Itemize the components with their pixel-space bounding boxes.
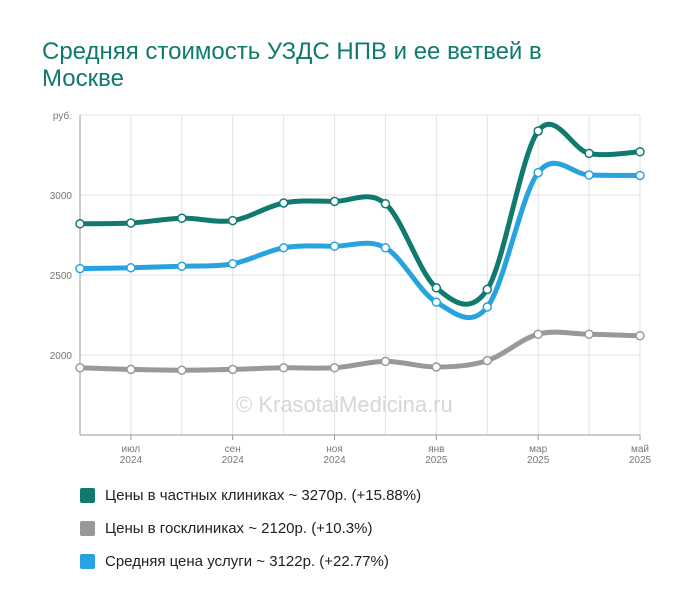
data-point[interactable] bbox=[380, 356, 391, 367]
data-point[interactable] bbox=[584, 148, 594, 159]
legend-label-average: Средняя цена услуги ~ 3122р. (+22.77%) bbox=[105, 552, 389, 570]
data-point[interactable] bbox=[635, 147, 645, 157]
data-point[interactable] bbox=[533, 126, 543, 136]
data-point[interactable] bbox=[533, 167, 543, 178]
legend-swatch-public bbox=[80, 520, 95, 536]
grid bbox=[79, 114, 641, 435]
legend-item-average[interactable]: Средняя цена услуги ~ 3122р. (+22.77%) bbox=[80, 551, 421, 571]
data-point[interactable] bbox=[75, 363, 85, 373]
data-point[interactable] bbox=[380, 243, 391, 253]
data-point[interactable] bbox=[380, 199, 391, 209]
y-tick-label: 2500 bbox=[50, 271, 73, 282]
watermark: © KrasotaiMedicina.ru bbox=[236, 392, 453, 417]
data-point[interactable] bbox=[227, 364, 238, 375]
data-point[interactable] bbox=[75, 263, 85, 274]
series-line-0 bbox=[77, 121, 643, 307]
legend-swatch-average bbox=[80, 553, 95, 569]
data-point[interactable] bbox=[227, 259, 238, 269]
data-point[interactable] bbox=[278, 198, 289, 208]
data-point[interactable] bbox=[329, 363, 340, 373]
legend-label-public: Цены в госклиниках ~ 2120р. (+10.3%) bbox=[105, 519, 373, 537]
y-tick-label: 3000 bbox=[50, 191, 73, 202]
x-tick-label-month: ноя bbox=[326, 444, 343, 455]
x-tick-label-month: янв bbox=[428, 444, 444, 455]
data-point[interactable] bbox=[177, 213, 187, 223]
x-tick-label-year: 2025 bbox=[629, 455, 652, 466]
data-point[interactable] bbox=[431, 283, 442, 293]
chart-title: Средняя стоимость УЗДС НПВ и ее ветвей в… bbox=[42, 38, 542, 92]
x-tick-label-year: 2025 bbox=[425, 455, 448, 466]
data-point[interactable] bbox=[482, 302, 493, 312]
x-tick-label-year: 2024 bbox=[120, 455, 143, 466]
data-point[interactable] bbox=[329, 241, 340, 251]
x-tick-label-month: сен bbox=[225, 444, 241, 455]
data-point[interactable] bbox=[177, 261, 187, 271]
data-points bbox=[75, 126, 645, 375]
data-point[interactable] bbox=[584, 170, 594, 180]
series-line-2 bbox=[77, 160, 643, 321]
legend: Цены в частных клиниках ~ 3270р. (+15.88… bbox=[80, 485, 421, 584]
legend-item-public[interactable]: Цены в госклиниках ~ 2120р. (+10.3%) bbox=[80, 518, 421, 538]
x-tick-label-month: май bbox=[631, 444, 649, 455]
data-point[interactable] bbox=[431, 297, 442, 307]
data-point[interactable] bbox=[533, 329, 543, 339]
data-point[interactable] bbox=[278, 363, 289, 373]
data-point[interactable] bbox=[431, 362, 442, 372]
data-point[interactable] bbox=[126, 364, 136, 375]
legend-item-private[interactable]: Цены в частных клиниках ~ 3270р. (+15.88… bbox=[80, 485, 421, 505]
x-tick-label-month: мар bbox=[529, 444, 547, 455]
data-point[interactable] bbox=[482, 284, 493, 295]
data-point[interactable] bbox=[329, 196, 340, 207]
axes: 200025003000руб.июл2024сен2024ноя2024янв… bbox=[50, 110, 652, 466]
data-point[interactable] bbox=[177, 365, 187, 375]
series-line-1 bbox=[77, 329, 643, 373]
data-point[interactable] bbox=[126, 218, 136, 228]
data-point[interactable] bbox=[482, 355, 493, 366]
x-tick-label-year: 2024 bbox=[222, 455, 245, 466]
x-tick-label-month: июл bbox=[122, 444, 141, 455]
series-lines bbox=[77, 121, 643, 373]
data-point[interactable] bbox=[584, 329, 594, 339]
x-tick-label-year: 2024 bbox=[323, 455, 346, 466]
data-point[interactable] bbox=[635, 331, 645, 341]
data-point[interactable] bbox=[278, 243, 289, 253]
data-point[interactable] bbox=[227, 215, 238, 226]
x-tick-label-year: 2025 bbox=[527, 455, 550, 466]
legend-swatch-private bbox=[80, 487, 95, 503]
legend-label-private: Цены в частных клиниках ~ 3270р. (+15.88… bbox=[105, 486, 422, 504]
data-point[interactable] bbox=[126, 263, 136, 273]
data-point[interactable] bbox=[635, 170, 645, 181]
y-tick-label: 2000 bbox=[50, 351, 73, 362]
data-point[interactable] bbox=[75, 219, 85, 229]
y-unit-label: руб. bbox=[53, 110, 72, 122]
